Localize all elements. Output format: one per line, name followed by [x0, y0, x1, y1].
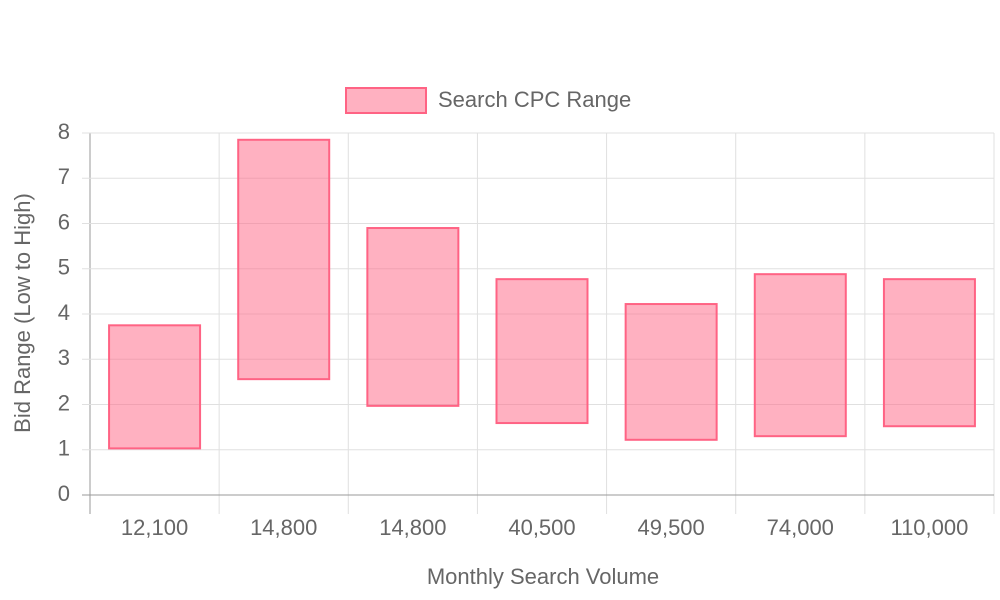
legend-label: Search CPC Range — [438, 87, 631, 112]
y-tick-label: 3 — [58, 345, 70, 370]
x-tick-label: 110,000 — [890, 515, 968, 540]
bar — [882, 278, 976, 428]
y-tick-label: 1 — [58, 436, 70, 461]
bar — [237, 138, 331, 381]
y-tick-label: 2 — [58, 390, 70, 415]
bar — [624, 303, 718, 441]
bar — [495, 278, 589, 425]
x-tick-label: 14,800 — [250, 515, 317, 540]
y-tick-label: 8 — [58, 119, 70, 144]
bar — [753, 273, 847, 438]
legend-swatch — [345, 87, 427, 114]
y-tick-label: 4 — [58, 300, 70, 325]
x-tick-label: 49,500 — [637, 515, 704, 540]
y-tick-label: 7 — [58, 164, 70, 189]
y-tick-label: 6 — [58, 209, 70, 234]
bar — [108, 324, 202, 450]
x-tick-label: 40,500 — [508, 515, 575, 540]
y-axis-title: Bid Range (Low to High) — [10, 193, 35, 433]
bar — [366, 227, 460, 407]
x-tick-label: 14,800 — [379, 515, 446, 540]
x-tick-label: 74,000 — [767, 515, 834, 540]
y-tick-label: 0 — [58, 481, 70, 506]
x-tick-label: 12,100 — [121, 515, 188, 540]
y-tick-label: 5 — [58, 255, 70, 280]
x-axis-title: Monthly Search Volume — [427, 564, 659, 589]
